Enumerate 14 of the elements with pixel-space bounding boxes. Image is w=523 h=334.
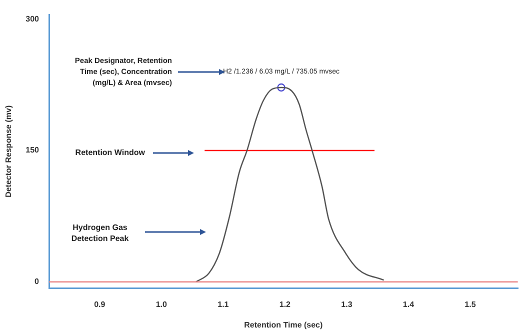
x-tick-label: 1.3 — [341, 300, 353, 310]
x-tick-label: 1.5 — [464, 300, 476, 310]
x-axis-title: Retention Time (sec) — [244, 320, 323, 330]
x-tick-label: 1.4 — [402, 300, 415, 310]
y-tick-label: 150 — [26, 146, 40, 155]
annotation: Retention Window — [75, 148, 145, 157]
x-tick-label: 0.9 — [94, 300, 106, 310]
x-tick-label: 1.1 — [218, 300, 230, 310]
y-tick-label: 300 — [26, 14, 40, 24]
x-tick-label: 1.2 — [279, 300, 292, 310]
y-axis-title: Detector Response (mv) — [4, 105, 14, 198]
x-tick-label: 1.0 — [156, 300, 168, 310]
annotation: Hydrogen Gas Detection Peak — [70, 222, 130, 244]
y-tick-label: 0 — [34, 277, 40, 286]
